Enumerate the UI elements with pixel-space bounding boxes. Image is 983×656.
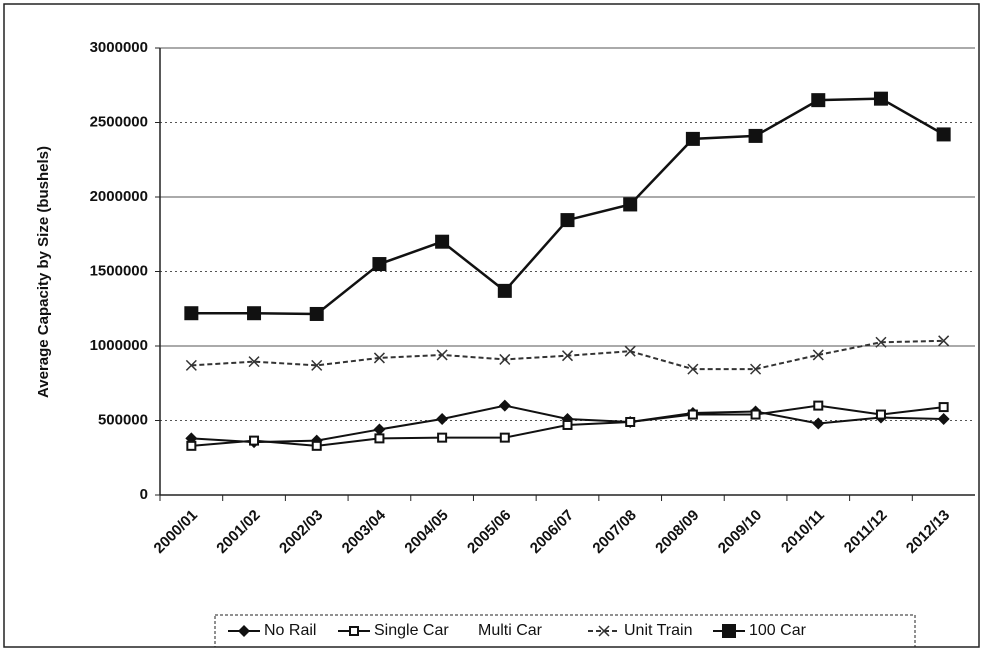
data-point xyxy=(561,350,574,362)
legend-marker xyxy=(349,626,359,636)
data-point xyxy=(748,128,763,143)
data-point xyxy=(435,234,450,249)
data-point xyxy=(624,345,636,357)
legend-label: No Rail xyxy=(264,622,316,639)
x-tick-label: 2009/10 xyxy=(715,507,765,557)
data-point xyxy=(311,359,323,371)
data-point xyxy=(248,356,260,368)
legend-marker xyxy=(598,625,610,637)
x-tick-label: 2011/12 xyxy=(841,507,891,557)
legend-marker xyxy=(722,624,736,638)
data-point xyxy=(562,419,573,430)
legend-label: Single Car xyxy=(374,622,449,639)
y-tick-label: 3000000 xyxy=(90,39,148,56)
data-point xyxy=(372,257,387,272)
data-point xyxy=(184,306,199,321)
data-point xyxy=(687,363,699,375)
x-tick-label: 2006/07 xyxy=(527,507,577,557)
y-tick-label: 1000000 xyxy=(90,337,148,354)
x-tick-label: 2010/11 xyxy=(778,507,828,557)
data-point xyxy=(938,335,950,347)
data-point xyxy=(937,413,950,426)
data-point xyxy=(185,359,197,371)
data-point xyxy=(811,93,826,108)
data-point xyxy=(373,423,386,436)
data-point xyxy=(936,127,951,142)
data-point xyxy=(498,399,511,412)
x-tick-label: 2012/13 xyxy=(903,507,953,557)
data-point xyxy=(625,416,636,427)
data-point xyxy=(938,402,949,413)
data-point xyxy=(685,131,700,146)
data-point xyxy=(437,432,448,443)
y-tick-label: 1500000 xyxy=(90,262,148,279)
data-point xyxy=(623,197,638,212)
y-axis-label: Average Capacity by Size (bushels) xyxy=(35,146,52,398)
x-tick-label: 2002/03 xyxy=(276,507,326,557)
data-point xyxy=(186,440,197,451)
data-point xyxy=(247,306,262,321)
x-tick-label: 2001/02 xyxy=(213,507,263,557)
x-tick-label: 2003/04 xyxy=(339,506,390,557)
data-point xyxy=(374,433,385,444)
data-point xyxy=(436,413,449,426)
legend-label: Multi Car xyxy=(478,622,543,639)
data-point xyxy=(249,435,260,446)
data-point xyxy=(499,353,511,365)
y-tick-label: 2500000 xyxy=(90,113,148,130)
data-point xyxy=(309,306,324,321)
legend-label: 100 Car xyxy=(749,622,807,639)
data-point xyxy=(687,409,698,420)
y-tick-label: 2000000 xyxy=(90,188,148,205)
x-tick-label: 2000/01 xyxy=(151,507,201,557)
legend-box xyxy=(214,614,916,648)
y-tick-label: 0 xyxy=(140,486,148,503)
data-point xyxy=(499,432,510,443)
data-point xyxy=(497,283,512,298)
y-tick-label: 500000 xyxy=(98,411,148,428)
legend-marker xyxy=(238,625,250,637)
data-point xyxy=(750,363,762,375)
x-tick-label: 2005/06 xyxy=(464,507,514,557)
data-point xyxy=(560,213,575,228)
data-point xyxy=(873,91,888,106)
x-tick-label: 2007/08 xyxy=(589,507,639,557)
data-point xyxy=(812,349,824,361)
data-point xyxy=(812,417,825,430)
x-tick-label: 2008/09 xyxy=(652,507,702,557)
data-point xyxy=(750,409,761,420)
data-point xyxy=(875,409,886,420)
data-point xyxy=(813,400,824,411)
data-point xyxy=(373,352,385,364)
data-point xyxy=(875,336,887,348)
legend-label: Unit Train xyxy=(624,622,692,639)
data-point xyxy=(436,349,448,361)
x-tick-label: 2004/05 xyxy=(401,507,451,557)
data-point xyxy=(311,440,322,451)
series-line xyxy=(191,97,945,316)
